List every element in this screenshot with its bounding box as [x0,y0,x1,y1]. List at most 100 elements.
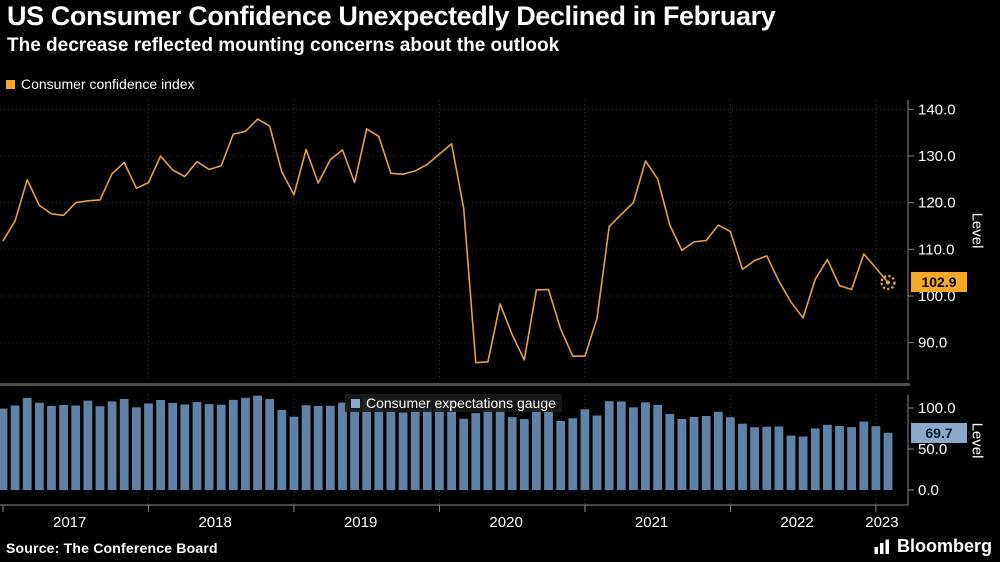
expectations-bar [386,410,396,490]
x-tick-label-2018: 2018 [198,514,231,531]
expectations-bar [119,399,129,490]
expectations-bar [422,408,432,490]
expectations-bar [701,416,711,490]
expectations-bar [871,426,881,490]
legend-swatch-blue [351,398,360,408]
expectations-bar [398,412,408,490]
y-tick-label: 140.0 [918,101,956,118]
expectations-bar [204,404,214,490]
expectations-bar [447,401,456,490]
expectations-bar [435,406,444,490]
expectations-bar [168,402,178,490]
expectations-bar [726,417,735,490]
expectations-bar [132,407,141,490]
x-tick-label-2020: 2020 [489,514,522,531]
source-text: Source: The Conference Board [6,540,218,556]
expectations-bar [325,405,335,490]
line-chart-consumer-confidence: 140.0 130.0 120.0 110.0 100.0 90.0 [0,100,956,380]
expectations-bar [459,418,469,490]
legend-label-expectations: Consumer expectations gauge [366,395,556,411]
expectations-bar [641,402,650,490]
expectations-bar [338,402,347,490]
expectations-bar [810,428,820,490]
last-point-dot [886,280,890,285]
y-tick-label: 110.0 [918,241,954,258]
expectations-bar [35,402,44,490]
y-tick-label: 50.0 [918,441,947,458]
x-tick-label-2023: 2023 [865,514,898,531]
expectations-bar [228,399,238,490]
expectations-bar [798,436,808,490]
expectations-bar [823,424,832,490]
y-axis-label-top: Level [968,212,986,249]
x-tick-label-2021: 2021 [635,514,668,531]
expectations-bar [592,415,602,490]
expectations-bar [0,408,8,490]
expectations-bar [350,410,359,490]
expectations-bar [580,409,590,490]
y-tick-label: 130.0 [918,148,956,165]
expectations-bar [689,417,699,490]
expectations-bar [629,407,638,490]
y-tick-label: 0.0 [918,482,939,499]
expectations-bar [83,400,93,490]
expectations-bar [665,413,675,490]
expectations-bar [362,397,372,490]
panel-divider [0,383,910,386]
last-value-badge-confidence: 102.9 [911,272,967,292]
legend-consumer-confidence: Consumer confidence index [6,76,195,92]
y-tick-label: 100.0 [918,288,956,305]
expectations-bar [95,406,105,490]
expectations-bar [156,400,165,490]
expectations-bar [313,406,323,490]
expectations-bar [519,419,529,490]
expectations-bar [774,426,784,490]
expectations-bar [216,404,226,490]
expectations-bar [374,402,384,490]
expectations-bar [556,420,566,490]
expectations-bar [713,411,723,490]
expectations-bar [616,401,626,490]
expectations-bar [847,427,856,490]
expectations-bar [289,416,299,490]
confidence-line [2,118,889,364]
expectations-bar [277,409,287,490]
expectations-bar [507,417,517,490]
last-point-marker [880,274,896,291]
expectations-bar [180,404,190,490]
y-tick-label: 100.0 [918,400,956,417]
x-tick-label-2019: 2019 [344,514,377,531]
last-value-badge-expectations: 69.7 [911,423,967,443]
expectations-bar [835,426,844,490]
expectations-bar [192,402,202,490]
expectations-bar [738,423,747,490]
expectations-bar [10,405,20,490]
page-title: US Consumer Confidence Unexpectedly Decl… [7,1,776,31]
y-tick-label: 120.0 [918,195,956,212]
expectations-bar [144,403,153,490]
legend-swatch-orange [6,79,15,89]
bloomberg-logo: Bloomberg [873,536,992,557]
expectations-bar [301,405,311,490]
expectations-bar [544,409,553,490]
legend-consumer-expectations: Consumer expectations gauge [345,394,562,412]
expectations-bar [883,432,893,490]
expectations-bar [786,435,796,490]
x-tick-label-2022: 2022 [780,514,813,531]
expectations-bar [71,405,81,490]
expectations-bar [750,427,759,490]
expectations-bar [859,421,869,490]
expectations-bar [677,419,687,490]
expectations-bar [495,403,505,490]
expectations-bar [241,397,250,491]
expectations-bar [253,395,262,490]
y-axis-label-bottom: Level [968,422,986,459]
expectations-bar [532,405,541,490]
expectations-bar [483,410,493,490]
expectations-bar [410,409,420,490]
bloomberg-wordmark: Bloomberg [896,536,992,556]
y-tick-label: 90.0 [918,335,947,352]
expectations-bar [762,426,772,490]
expectations-bar [568,418,578,491]
